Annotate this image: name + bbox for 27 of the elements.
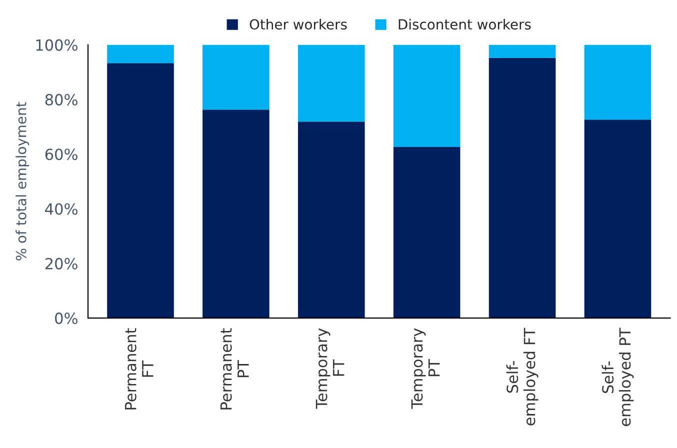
bar bbox=[202, 44, 270, 110]
x-tick-label: Permanent PT bbox=[220, 328, 249, 410]
y-tick-label: 80% bbox=[45, 94, 78, 106]
bar bbox=[107, 44, 174, 64]
y-tick-label: 0% bbox=[55, 312, 78, 324]
bar bbox=[393, 147, 460, 318]
x-tick-label: Temporary PT bbox=[411, 328, 440, 409]
x-tick-label: Self- employed FT bbox=[506, 328, 538, 426]
bar bbox=[584, 120, 652, 318]
bar bbox=[107, 63, 174, 318]
y-tick-label: 100% bbox=[36, 39, 78, 51]
bar bbox=[298, 44, 365, 122]
bar bbox=[584, 44, 652, 120]
x-tick-label: Self- employed PT bbox=[602, 328, 634, 426]
x-tick-label: Temporary FT bbox=[316, 328, 344, 409]
y-tick-label: 40% bbox=[45, 203, 78, 215]
legend-label: Discontent workers bbox=[398, 18, 531, 30]
y-tick-label: 60% bbox=[45, 148, 78, 160]
bar bbox=[202, 110, 270, 318]
bar bbox=[488, 58, 556, 318]
bar bbox=[393, 44, 460, 148]
legend-label: Other workers bbox=[250, 18, 347, 30]
bar bbox=[488, 44, 556, 58]
y-tick-label: 20% bbox=[45, 258, 78, 270]
x-tick-label: Permanent FT bbox=[125, 328, 154, 410]
bar bbox=[298, 122, 365, 318]
y-axis-title: % of total employment bbox=[16, 102, 30, 260]
